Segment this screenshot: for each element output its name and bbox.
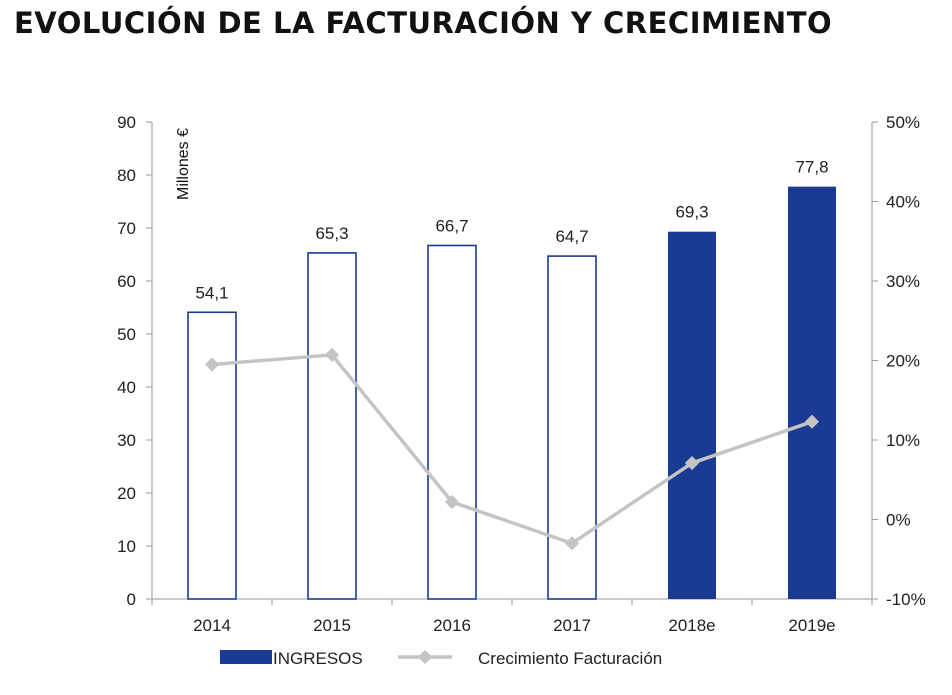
left-tick-label: 50 [117,325,136,344]
chart-title: EVOLUCIÓN DE LA FACTURACIÓN Y CRECIMIENT… [14,6,833,40]
left-tick-label: 90 [117,113,136,132]
left-axis: 0 10 20 30 40 50 60 70 80 90 [117,113,153,609]
bar [307,252,357,600]
bar [547,255,597,600]
bar [187,311,237,600]
right-tick-label: 10% [886,431,920,450]
bar-value-label: 69,3 [675,203,708,222]
left-tick-label: 10 [117,537,136,556]
bar [668,231,716,599]
legend-marker-crecimiento [417,649,433,665]
left-tick-label: 20 [117,484,136,503]
growth-point [324,347,340,363]
bar-value-label: 77,8 [795,158,828,177]
bar-value-label: 65,3 [315,224,348,243]
left-tick-label: 80 [117,166,136,185]
right-axis: -10% 0% 10% 20% 30% 40% 50% [871,113,926,609]
x-tick-label: 2019e [788,616,835,635]
y-axis-title: Millones € [175,128,192,200]
x-axis: 2014 2015 2016 2017 2018e 2019e [151,598,873,635]
growth-point [444,494,460,510]
bar [788,186,836,599]
growth-line-path [211,353,813,546]
bar [427,244,477,600]
growth-point [204,357,220,372]
bar-value-label: 64,7 [555,227,588,246]
bar-value-label: 66,7 [435,216,468,235]
growth-point [804,414,820,429]
left-tick-label: 0 [127,590,136,609]
right-tick-label: 40% [886,193,920,212]
right-tick-label: 0% [886,511,911,530]
right-tick-label: -10% [886,590,926,609]
legend-swatch-ingresos [220,650,272,664]
bar-series-ingresos: 54,1 65,3 66,7 64,7 69,3 77,8 [187,158,836,600]
left-tick-label: 70 [117,219,136,238]
x-tick-label: 2014 [193,616,231,635]
x-tick-label: 2018e [668,616,715,635]
line-series-crecimiento [204,347,820,551]
x-tick-label: 2015 [313,616,351,635]
growth-point [564,536,580,551]
right-tick-label: 20% [886,352,920,371]
legend-label-ingresos: INGRESOS [273,649,363,668]
bar-value-label: 54,1 [195,283,228,302]
legend-label-crecimiento: Crecimiento Facturación [478,649,662,668]
legend: INGRESOS Crecimiento Facturación [220,649,662,668]
x-tick-label: 2016 [433,616,471,635]
left-tick-label: 60 [117,272,136,291]
x-tick-label: 2017 [553,616,591,635]
growth-point [684,455,700,471]
right-tick-label: 50% [886,113,920,132]
left-tick-label: 40 [117,378,136,397]
left-tick-label: 30 [117,431,136,450]
right-tick-label: 30% [886,272,920,291]
